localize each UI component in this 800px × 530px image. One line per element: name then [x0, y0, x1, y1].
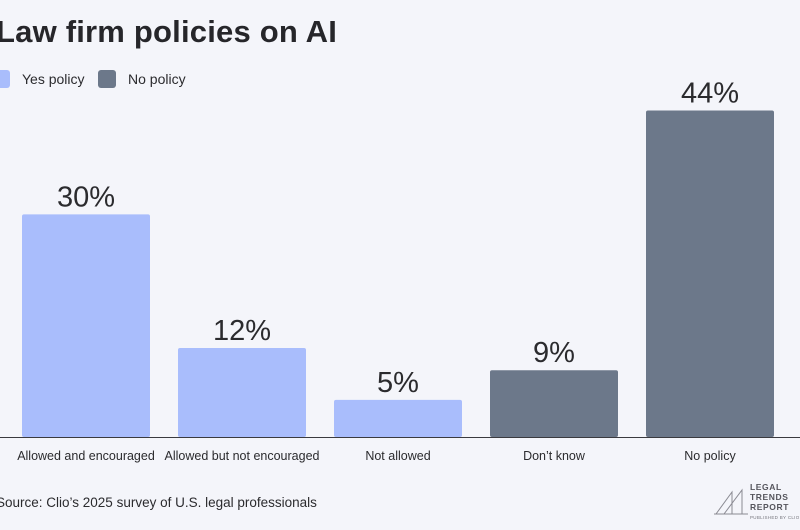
legal-trends-report-logo: LEGAL TRENDS REPORT PUBLISHED BY CLIO [714, 482, 800, 526]
legend-item-no-policy: No policy [98, 70, 186, 88]
legend-swatch-no-policy [98, 70, 116, 88]
chart-title: Law firm policies on AI [0, 14, 338, 49]
source-note: Source: Clio’s 2025 survey of U.S. legal… [0, 495, 317, 510]
bar-don-t-know [490, 370, 618, 437]
bar-allowed-and-encouraged [22, 214, 150, 437]
legend-label-yes-policy: Yes policy [22, 71, 85, 87]
logo-line-legal: LEGAL [750, 482, 782, 492]
logo-line-trends: TRENDS [750, 492, 789, 502]
data-label-don-t-know: 9% [533, 337, 575, 369]
legend-item-yes-policy: Yes policy [0, 70, 85, 88]
bar-no-policy [646, 110, 774, 438]
category-label-don-t-know: Don’t know [523, 449, 586, 463]
bar-chart: 30% Allowed and encouraged 12% Allowed but … [0, 78, 800, 463]
bar-not-allowed [334, 399, 462, 437]
logo-mountain-icon [714, 488, 748, 515]
data-label-allowed-and-encouraged: 30% [57, 181, 115, 213]
data-label-not-allowed: 5% [377, 367, 419, 399]
category-label-allowed-but-not-encouraged: Allowed but not encouraged [165, 449, 320, 463]
category-label-no-policy: No policy [684, 449, 736, 463]
data-label-allowed-but-not-encouraged: 12% [213, 315, 271, 347]
logo-wordmark: LEGAL TRENDS REPORT [750, 482, 789, 512]
legend-label-no-policy: No policy [128, 71, 186, 87]
category-label-allowed-and-encouraged: Allowed and encouraged [17, 449, 155, 463]
bar-allowed-but-not-encouraged [178, 347, 306, 437]
legend-swatch-yes-policy [0, 70, 10, 88]
data-label-no-policy: 44% [681, 78, 739, 110]
logo-subtitle: PUBLISHED BY CLIO [750, 515, 800, 520]
logo-line-report: REPORT [750, 502, 790, 512]
category-label-not-allowed: Not allowed [365, 449, 430, 463]
